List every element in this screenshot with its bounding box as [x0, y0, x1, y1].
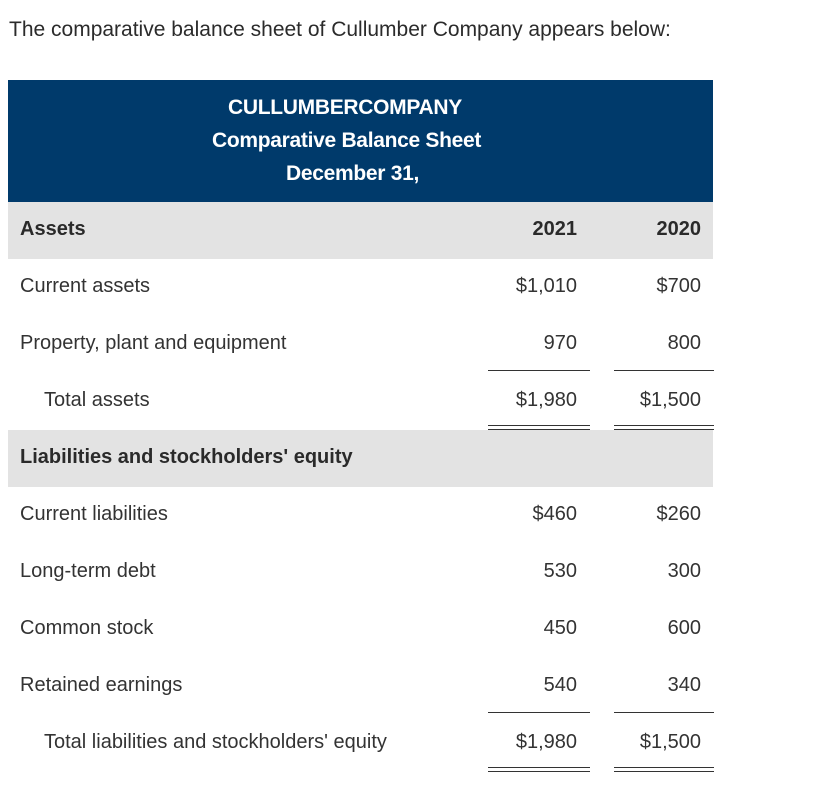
value-2021: $1,980: [515, 731, 577, 753]
row-label: Current liabilities: [20, 503, 168, 525]
table-row: Common stock 450 600: [8, 601, 713, 658]
double-underline-2020: [614, 767, 714, 772]
row-label: Common stock: [20, 617, 154, 639]
balance-sheet-table: CULLUMBERCOMPANY Comparative Balance She…: [8, 80, 714, 772]
value-2020: 600: [667, 617, 701, 639]
value-2020: 340: [667, 674, 701, 696]
underline-2020: [614, 712, 714, 713]
value-2020: 300: [667, 560, 701, 582]
value-2020: $1,500: [639, 389, 701, 411]
value-2021: 540: [543, 674, 577, 696]
double-underline-2021: [488, 425, 590, 430]
table-row: Retained earnings 540 340: [8, 658, 714, 715]
table-row: Long-term debt 530 300: [8, 544, 713, 601]
statement-title: Comparative Balance Sheet: [212, 129, 482, 152]
double-underline-2021: [488, 767, 590, 772]
intro-text: The comparative balance sheet of Cullumb…: [9, 18, 671, 41]
value-2020: $700: [656, 275, 702, 297]
row-label: Current assets: [20, 275, 151, 297]
value-2021: $460: [532, 503, 578, 525]
underline-2021: [488, 370, 590, 371]
row-label: Long-term debt: [20, 560, 156, 582]
statement-date: December 31,: [286, 162, 419, 185]
table-row: Property, plant and equipment 970 800: [8, 316, 714, 373]
year-2021-header: 2021: [532, 218, 578, 240]
total-liabilities-row: Total liabilities and stockholders' equi…: [8, 715, 714, 772]
value-2020: $1,500: [639, 731, 701, 753]
assets-header: Assets: [20, 218, 86, 240]
row-label: Property, plant and equipment: [20, 332, 287, 354]
total-assets-row: Total assets $1,980 $1,500: [8, 373, 714, 430]
table-row: Current liabilities $460 $260: [8, 487, 713, 544]
table-banner: CULLUMBERCOMPANY Comparative Balance She…: [8, 80, 713, 202]
value-2021: $1,010: [515, 275, 577, 297]
row-label: Total assets: [44, 389, 150, 411]
underline-2021: [488, 712, 590, 713]
value-2021: 450: [543, 617, 577, 639]
value-2021: 530: [543, 560, 577, 582]
liabilities-section-header: Liabilities and stockholders' equity: [8, 430, 713, 487]
value-2020: 800: [667, 332, 701, 354]
row-label: Retained earnings: [20, 674, 183, 696]
value-2020: $260: [656, 503, 702, 525]
column-header-row: Assets 2021 2020: [8, 202, 713, 259]
value-2021: $1,980: [515, 389, 577, 411]
underline-2020: [614, 370, 714, 371]
value-2021: 970: [543, 332, 577, 354]
section-label: Liabilities and stockholders' equity: [20, 446, 353, 468]
year-2020-header: 2020: [656, 218, 702, 240]
row-label: Total liabilities and stockholders' equi…: [44, 731, 387, 753]
double-underline-2020: [614, 425, 714, 430]
company-name: CULLUMBERCOMPANY: [228, 96, 462, 119]
table-row: Current assets $1,010 $700: [8, 259, 713, 316]
